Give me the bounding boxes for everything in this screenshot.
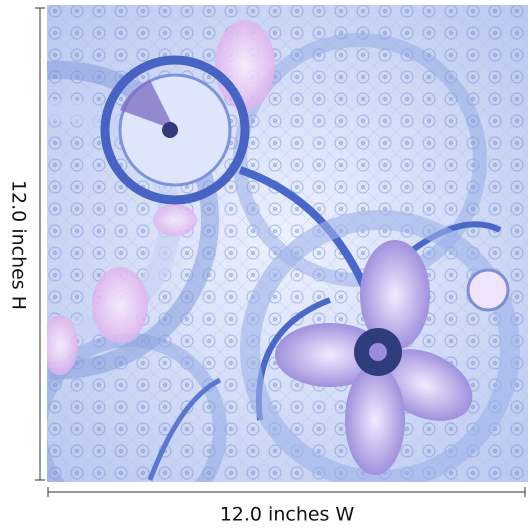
- width-label: 12.0 inches W: [220, 504, 355, 526]
- height-label: 12.0 inches H: [8, 180, 30, 310]
- artwork: [47, 5, 528, 482]
